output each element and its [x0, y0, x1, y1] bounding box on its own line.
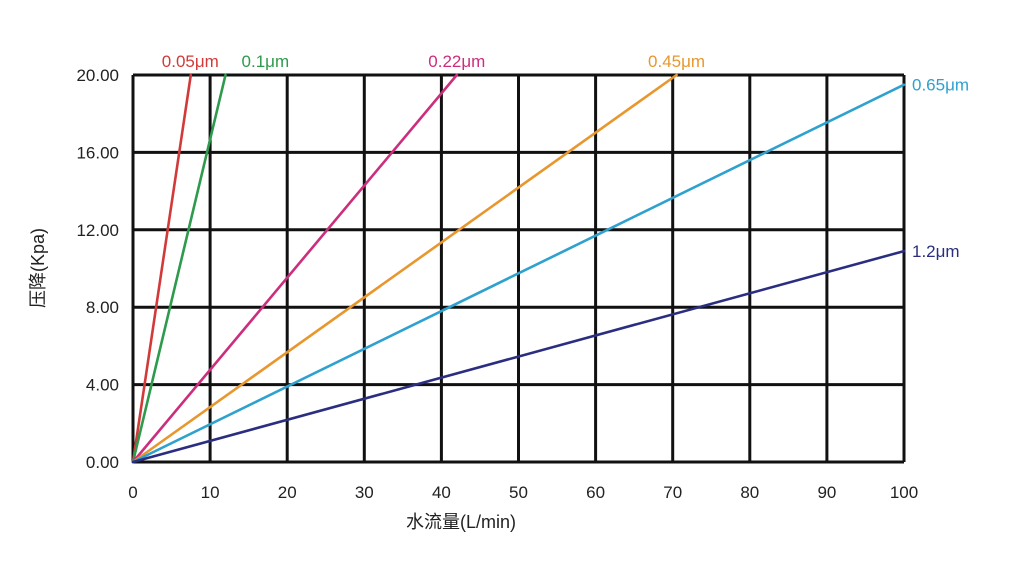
y-tick-labels: 0.00 4.00 8.00 12.00 16.00 20.00 [76, 66, 119, 472]
grid [131, 73, 906, 464]
series-line [131, 83, 906, 464]
x-tick-label: 60 [586, 483, 605, 502]
y-tick-label: 12.00 [76, 221, 119, 240]
series-labels: 0.05μm 0.1μm 0.22μm 0.45μm 0.65μm 1.2μm [162, 52, 969, 261]
series-label: 0.1μm [242, 52, 290, 71]
x-tick-label: 100 [890, 483, 918, 502]
y-tick-label: 8.00 [86, 298, 119, 317]
x-tick-label: 0 [128, 483, 137, 502]
series-label: 0.22μm [428, 52, 485, 71]
series-lines [131, 73, 906, 464]
x-axis-title: 水流量(L/min) [406, 512, 516, 532]
series-line [131, 73, 227, 464]
x-tick-label: 80 [740, 483, 759, 502]
x-tick-labels: 0 10 20 30 40 50 60 70 80 90 100 [128, 483, 918, 502]
series-line [131, 249, 906, 464]
x-tick-label: 40 [432, 483, 451, 502]
y-axis-title: 压降(Kpa) [28, 228, 48, 308]
x-tick-label: 10 [201, 483, 220, 502]
x-tick-label: 90 [817, 483, 836, 502]
y-tick-label: 4.00 [86, 376, 119, 395]
series-label: 0.05μm [162, 52, 219, 71]
y-tick-label: 20.00 [76, 66, 119, 85]
series-label: 0.65μm [912, 76, 969, 95]
series-label: 0.45μm [648, 52, 705, 71]
x-tick-label: 50 [509, 483, 528, 502]
y-tick-label: 0.00 [86, 453, 119, 472]
series-line [131, 73, 459, 464]
series-line [131, 73, 678, 464]
y-tick-label: 16.00 [76, 143, 119, 162]
x-tick-label: 70 [663, 483, 682, 502]
x-tick-label: 30 [355, 483, 374, 502]
series-line [131, 73, 193, 464]
series-label: 1.2μm [912, 242, 960, 261]
x-tick-label: 20 [278, 483, 297, 502]
